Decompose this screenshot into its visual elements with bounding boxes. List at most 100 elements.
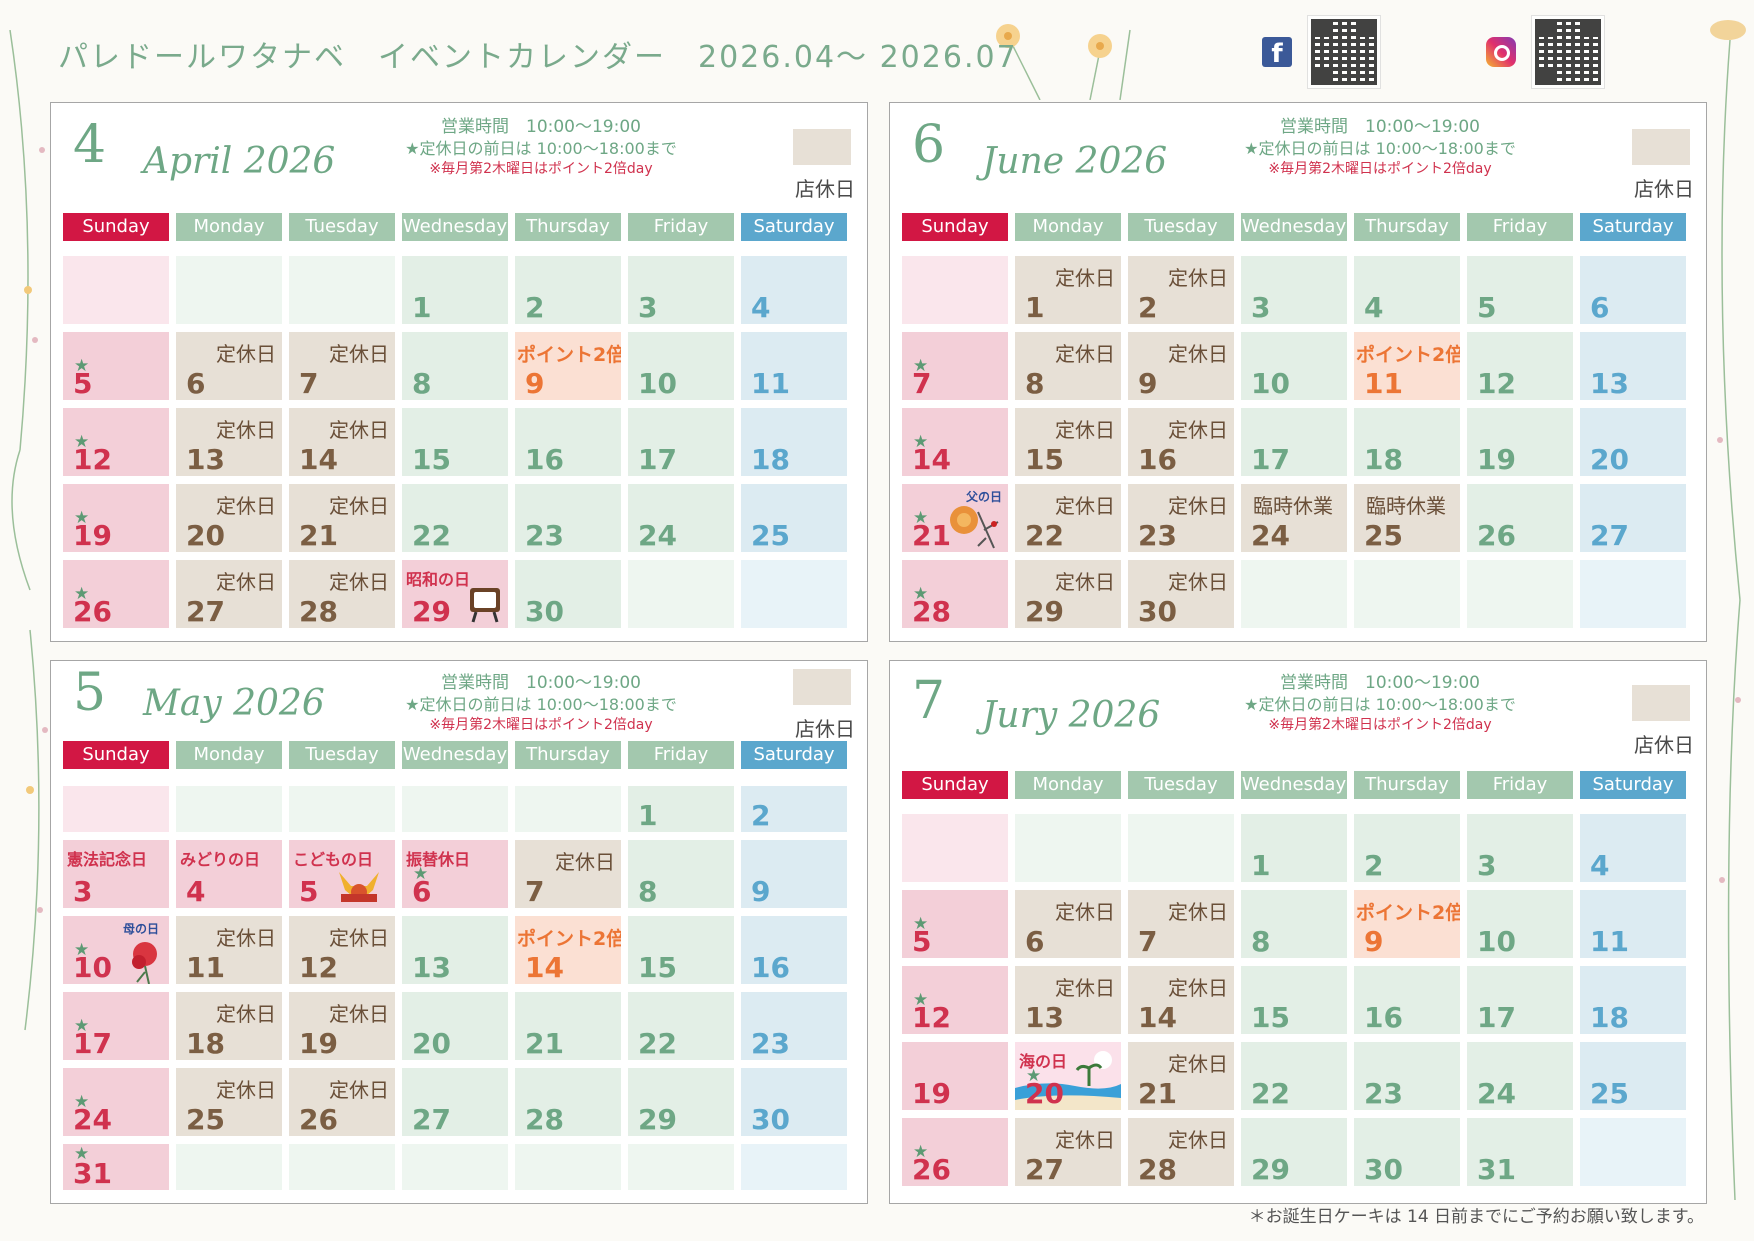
day-cell[interactable]: 3 (628, 256, 734, 324)
day-cell[interactable]: 3 (1467, 814, 1573, 882)
day-cell[interactable]: 30 (515, 560, 621, 628)
day-cell[interactable]: 13 (402, 916, 508, 984)
day-cell[interactable]: 2 (1354, 814, 1460, 882)
day-cell[interactable]: 定休日 11 (176, 916, 282, 984)
day-cell[interactable]: 8 (1241, 890, 1347, 958)
day-cell[interactable]: 30 (741, 1068, 847, 1136)
day-cell[interactable]: 定休日 21 (289, 484, 395, 552)
day-cell[interactable]: 18 (1354, 408, 1460, 476)
day-cell[interactable]: 8 (628, 840, 734, 908)
day-cell[interactable]: 16 (1354, 966, 1460, 1034)
day-cell[interactable]: 定休日 1 (1015, 256, 1121, 324)
day-cell[interactable]: 1 (628, 786, 734, 832)
day-cell[interactable]: 定休日 22 (1015, 484, 1121, 552)
day-cell[interactable]: 父の日 ★ 21 (902, 484, 1008, 552)
day-cell[interactable]: 29 (628, 1068, 734, 1136)
day-cell[interactable]: 定休日 13 (1015, 966, 1121, 1034)
day-cell[interactable]: ポイント2倍 14 (515, 916, 621, 984)
day-cell[interactable]: 定休日 26 (289, 1068, 395, 1136)
day-cell[interactable]: 20 (402, 992, 508, 1060)
day-cell[interactable]: 定休日 12 (289, 916, 395, 984)
day-cell[interactable]: 定休日 13 (176, 408, 282, 476)
day-cell[interactable]: ★ 12 (902, 966, 1008, 1034)
day-cell[interactable]: 19 (902, 1042, 1008, 1110)
day-cell[interactable]: 10 (1241, 332, 1347, 400)
day-cell[interactable]: 28 (515, 1068, 621, 1136)
day-cell[interactable]: 定休日 29 (1015, 560, 1121, 628)
day-cell[interactable]: 定休日 19 (289, 992, 395, 1060)
day-cell[interactable]: 25 (741, 484, 847, 552)
day-cell[interactable]: 定休日 14 (289, 408, 395, 476)
day-cell[interactable]: 16 (515, 408, 621, 476)
day-cell[interactable]: 定休日 27 (1015, 1118, 1121, 1186)
day-cell[interactable]: 13 (1580, 332, 1686, 400)
day-cell[interactable]: ポイント2倍 9 (1354, 890, 1460, 958)
day-cell[interactable]: 11 (1580, 890, 1686, 958)
day-cell[interactable]: 定休日 7 (289, 332, 395, 400)
day-cell[interactable]: 8 (402, 332, 508, 400)
day-cell[interactable]: 20 (1580, 408, 1686, 476)
instagram-link[interactable] (1486, 16, 1604, 88)
day-cell[interactable]: 4 (741, 256, 847, 324)
day-cell[interactable]: 11 (741, 332, 847, 400)
day-cell[interactable]: 23 (1354, 1042, 1460, 1110)
day-cell[interactable]: 17 (1467, 966, 1573, 1034)
day-cell[interactable]: こどもの日 5 (289, 840, 395, 908)
facebook-icon[interactable]: f (1262, 37, 1292, 67)
day-cell[interactable]: ★ 31 (63, 1144, 169, 1190)
day-cell[interactable]: ポイント2倍 11 (1354, 332, 1460, 400)
day-cell[interactable]: 17 (628, 408, 734, 476)
day-cell[interactable]: 定休日 18 (176, 992, 282, 1060)
day-cell[interactable]: ★ 19 (63, 484, 169, 552)
day-cell[interactable]: 24 (628, 484, 734, 552)
day-cell[interactable]: 19 (1467, 408, 1573, 476)
day-cell[interactable]: 17 (1241, 408, 1347, 476)
day-cell[interactable]: 臨時休業 24 (1241, 484, 1347, 552)
day-cell[interactable]: ★ 17 (63, 992, 169, 1060)
day-cell[interactable]: 2 (515, 256, 621, 324)
day-cell[interactable]: 定休日 8 (1015, 332, 1121, 400)
day-cell[interactable]: 12 (1467, 332, 1573, 400)
day-cell[interactable]: ★ 5 (63, 332, 169, 400)
day-cell[interactable]: 4 (1580, 814, 1686, 882)
day-cell[interactable]: 31 (1467, 1118, 1573, 1186)
day-cell[interactable]: 25 (1580, 1042, 1686, 1110)
day-cell[interactable]: 定休日 23 (1128, 484, 1234, 552)
day-cell[interactable]: 26 (1467, 484, 1573, 552)
day-cell[interactable]: 10 (1467, 890, 1573, 958)
day-cell[interactable]: 定休日 15 (1015, 408, 1121, 476)
day-cell[interactable]: 1 (1241, 814, 1347, 882)
day-cell[interactable]: 定休日 28 (289, 560, 395, 628)
day-cell[interactable]: ★ 5 (902, 890, 1008, 958)
day-cell[interactable]: 5 (1467, 256, 1573, 324)
day-cell[interactable]: 定休日 6 (1015, 890, 1121, 958)
day-cell[interactable]: 定休日 7 (1128, 890, 1234, 958)
day-cell[interactable]: 6 (1580, 256, 1686, 324)
day-cell[interactable]: 4 (1354, 256, 1460, 324)
day-cell[interactable]: 23 (515, 484, 621, 552)
day-cell[interactable]: 定休日 9 (1128, 332, 1234, 400)
day-cell[interactable]: 臨時休業 25 (1354, 484, 1460, 552)
day-cell[interactable]: 海の日 ★ 20 (1015, 1042, 1121, 1110)
day-cell[interactable]: 定休日 6 (176, 332, 282, 400)
day-cell[interactable]: 振替休日 ★ 6 (402, 840, 508, 908)
day-cell[interactable]: 15 (402, 408, 508, 476)
day-cell[interactable]: ★ 7 (902, 332, 1008, 400)
day-cell[interactable]: ★ 24 (63, 1068, 169, 1136)
day-cell[interactable]: 定休日 16 (1128, 408, 1234, 476)
day-cell[interactable]: みどりの日 4 (176, 840, 282, 908)
day-cell[interactable]: 16 (741, 916, 847, 984)
day-cell[interactable]: ★ 14 (902, 408, 1008, 476)
day-cell[interactable]: 24 (1467, 1042, 1573, 1110)
day-cell[interactable]: 27 (1580, 484, 1686, 552)
day-cell[interactable]: 昭和の日 29 (402, 560, 508, 628)
day-cell[interactable]: 3 (1241, 256, 1347, 324)
day-cell[interactable]: ★ 28 (902, 560, 1008, 628)
day-cell[interactable]: 22 (402, 484, 508, 552)
day-cell[interactable]: 29 (1241, 1118, 1347, 1186)
day-cell[interactable]: 定休日 27 (176, 560, 282, 628)
day-cell[interactable]: 15 (628, 916, 734, 984)
day-cell[interactable]: 定休日 21 (1128, 1042, 1234, 1110)
day-cell[interactable]: 30 (1354, 1118, 1460, 1186)
day-cell[interactable]: 母の日 ★ 10 (63, 916, 169, 984)
